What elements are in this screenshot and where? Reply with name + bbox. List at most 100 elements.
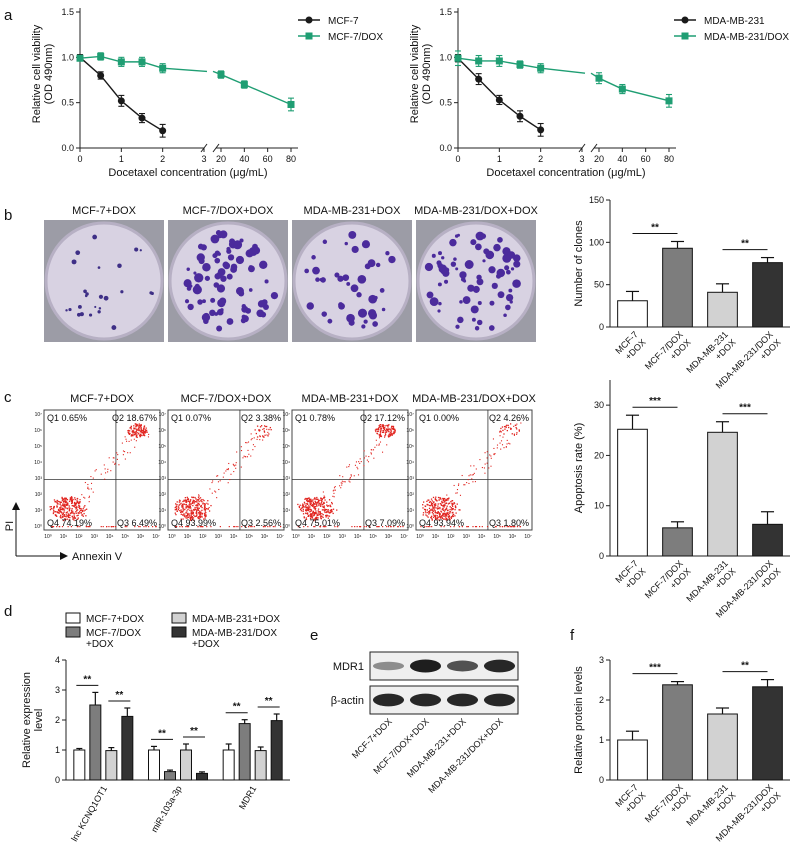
event-dot	[306, 501, 309, 503]
event-dot	[380, 429, 382, 431]
event-dot	[430, 504, 433, 506]
event-dot	[448, 517, 450, 519]
flow-x-tick: 10⁰	[168, 534, 176, 540]
event-dot	[185, 515, 188, 517]
x-tick-label: 80	[286, 154, 296, 164]
event-dot	[60, 505, 62, 507]
event-dot	[144, 432, 146, 434]
data-point	[516, 112, 524, 120]
event-dot	[114, 462, 116, 464]
y-axis-title: Relative cell viability(OD 490nm)	[31, 24, 55, 123]
event-dot	[434, 510, 436, 512]
event-dot	[129, 432, 131, 435]
event-dot	[446, 518, 448, 521]
event-dot	[313, 503, 315, 506]
event-dot	[350, 474, 352, 476]
event-dot	[228, 526, 230, 528]
event-dot	[442, 505, 444, 507]
event-dot	[192, 511, 195, 513]
event-dot	[316, 501, 319, 504]
event-dot	[130, 428, 132, 430]
event-dot	[305, 517, 307, 519]
event-dot	[363, 457, 366, 459]
event-dot	[341, 484, 343, 486]
event-dot	[426, 515, 428, 517]
event-dot	[454, 503, 456, 505]
event-dot	[424, 526, 426, 528]
event-dot	[191, 501, 194, 504]
event-dot	[235, 462, 237, 464]
event-dot	[78, 502, 80, 505]
event-dot	[52, 506, 55, 508]
x-tick-label: 3	[201, 154, 206, 164]
event-dot	[187, 505, 189, 507]
event-dot	[244, 526, 247, 528]
bar	[89, 704, 102, 781]
event-dot	[267, 435, 269, 437]
event-dot	[191, 512, 193, 514]
event-dot	[74, 517, 77, 519]
event-dot	[180, 509, 182, 511]
event-dot	[193, 499, 195, 502]
event-dot	[424, 508, 427, 511]
event-dot	[260, 425, 263, 427]
event-dot	[182, 509, 184, 511]
event-dot	[88, 488, 90, 490]
event-dot	[63, 504, 65, 506]
event-dot	[518, 430, 520, 432]
colony	[459, 300, 463, 304]
event-dot	[383, 429, 385, 432]
event-dot	[185, 499, 188, 502]
colony	[457, 316, 464, 324]
event-dot	[370, 452, 372, 454]
event-dot	[502, 429, 504, 432]
event-dot	[87, 483, 89, 486]
event-dot	[90, 488, 92, 490]
event-dot	[177, 506, 180, 508]
event-dot	[69, 498, 72, 500]
event-dot	[253, 526, 255, 528]
event-dot	[190, 514, 192, 517]
flow-x-tick: 10⁰	[416, 534, 424, 540]
event-dot	[366, 459, 368, 461]
event-dot	[215, 491, 217, 493]
event-dot	[63, 501, 65, 503]
event-dot	[390, 431, 392, 434]
colony	[202, 299, 206, 304]
event-dot	[499, 435, 501, 437]
flow-y-tick: 10⁵	[34, 444, 42, 450]
plate-title: MDA-MB-231+DOX	[304, 205, 402, 217]
event-dot	[211, 482, 213, 484]
event-dot	[444, 503, 446, 505]
event-dot	[110, 526, 112, 528]
event-dot	[59, 503, 61, 505]
event-dot	[451, 516, 453, 518]
event-dot	[116, 458, 118, 460]
event-dot	[314, 526, 316, 528]
event-dot	[305, 508, 307, 511]
event-dot	[439, 507, 441, 510]
event-dot	[197, 508, 199, 510]
legend-swatch	[171, 612, 187, 624]
event-dot	[272, 526, 274, 528]
event-dot	[515, 426, 517, 429]
event-dot	[323, 505, 325, 507]
event-dot	[429, 504, 431, 507]
event-dot	[306, 512, 309, 514]
bar	[617, 428, 648, 557]
colony	[233, 240, 243, 250]
colony	[373, 295, 378, 300]
quadrant-q1-value: Q1 0.65%	[47, 413, 87, 423]
event-dot	[218, 488, 220, 491]
colony	[76, 312, 81, 317]
event-dot	[494, 453, 496, 455]
event-dot	[438, 516, 440, 518]
event-dot	[211, 492, 213, 494]
event-dot	[450, 517, 453, 519]
event-dot	[230, 473, 232, 475]
event-dot	[186, 500, 188, 503]
event-dot	[446, 498, 449, 500]
event-dot	[513, 433, 516, 435]
